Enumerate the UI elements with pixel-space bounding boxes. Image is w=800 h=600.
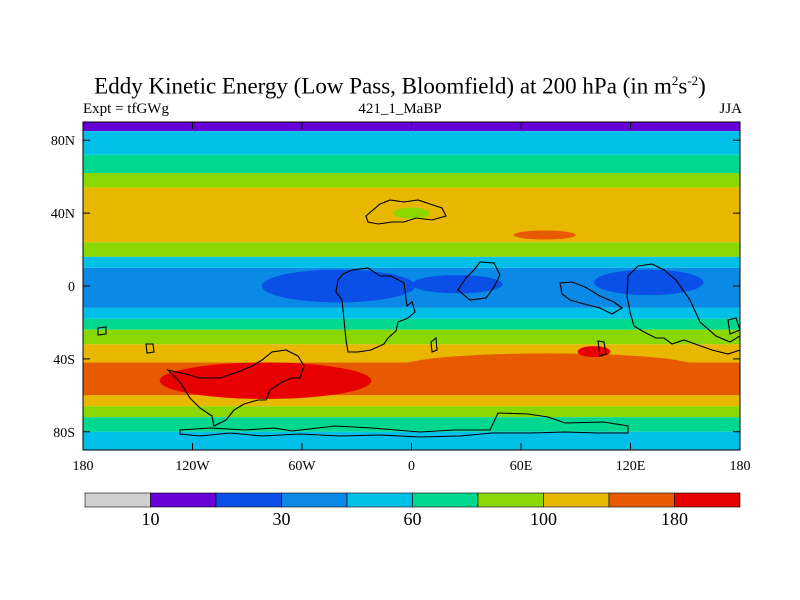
colorbar-swatch [674, 492, 741, 508]
x-tick-label: 120E [616, 459, 646, 474]
colorbar-label: 180 [661, 509, 688, 529]
ekebin-band-8 [83, 307, 740, 319]
y-tick-label: 40S [53, 353, 75, 368]
coastline-europe [365, 199, 447, 225]
ekebin-feature-7 [577, 346, 611, 358]
colorbar-swatch [543, 492, 610, 508]
colorbar: 10 30 60 100 180 [84, 492, 741, 529]
y-tick-label: 40N [51, 207, 75, 222]
ekebin-feature-4 [159, 362, 372, 399]
x-tick-label: 60W [288, 459, 316, 474]
coastline-mainland-southeast [457, 261, 501, 301]
coastline-australia [626, 263, 740, 355]
ekebin-band-1 [83, 131, 740, 155]
coastline-east-edge [727, 317, 740, 335]
ekebin-feature-3 [402, 353, 695, 379]
colorbar-swatch [215, 492, 282, 508]
season-label: JJA [719, 101, 742, 117]
ekebin-band-6 [83, 256, 740, 268]
coastline-south-america [166, 349, 305, 427]
x-axis: 180 120W 60W 0 60E 120E 180 [73, 122, 751, 474]
ekebin-band-5 [83, 242, 740, 257]
colorbar-swatch [150, 492, 217, 508]
coastline-maritime [559, 281, 623, 315]
chart-title: Eddy Kinetic Energy (Low Pass, Bloomfiel… [94, 73, 706, 99]
colorbar-swatch [608, 492, 675, 508]
ekebin-feature-0 [261, 269, 416, 303]
ekebin-band-14 [83, 406, 740, 418]
coastline-antarctica [179, 412, 629, 438]
colorbar-swatch [477, 492, 544, 508]
y-tick-label: 80N [51, 134, 75, 149]
ekebin-feature-2 [594, 269, 704, 296]
ekebin-band-10 [83, 329, 740, 345]
ekebin-feature-5 [513, 230, 576, 240]
x-tick-label: 0 [408, 459, 415, 474]
ekebin-band-9 [83, 318, 740, 330]
coastline-new-zealand [597, 340, 607, 357]
colorbar-label: 60 [404, 509, 422, 529]
run-label: 421_1_MaBP [358, 101, 442, 117]
ekebin-band-13 [83, 395, 740, 407]
coastline-madagascar [430, 336, 438, 353]
coastline-overlay [97, 199, 740, 438]
ekebin-feature-6 [393, 207, 430, 219]
y-tick-label: 0 [68, 280, 75, 295]
ekebin-band-2 [83, 154, 740, 174]
colorbar-swatch [84, 492, 151, 508]
coastline-island-small [145, 343, 155, 354]
ekebin-band-3 [83, 173, 740, 188]
ekebin-band-16 [83, 431, 740, 450]
colorbar-label: 100 [530, 509, 557, 529]
ekebin-feature-1 [411, 275, 503, 294]
coastline-africa [335, 267, 416, 353]
heatmap-field [83, 122, 740, 450]
ekebin-band-15 [83, 417, 740, 432]
colorbar-label: 30 [273, 509, 291, 529]
x-tick-label: 180 [73, 459, 94, 474]
x-tick-label: 60E [510, 459, 533, 474]
coastline-island-west [97, 326, 107, 336]
experiment-label: Expt = tfGWg [83, 101, 169, 117]
colorbar-swatch [346, 492, 413, 508]
x-tick-label: 120W [175, 459, 210, 474]
x-tick-label: 180 [730, 459, 751, 474]
y-tick-label: 80S [53, 426, 75, 441]
colorbar-swatch [412, 492, 479, 508]
colorbar-label: 10 [142, 509, 160, 529]
y-axis: 80N 40N 0 40S 80S [51, 134, 740, 441]
colorbar-swatch [281, 492, 348, 508]
